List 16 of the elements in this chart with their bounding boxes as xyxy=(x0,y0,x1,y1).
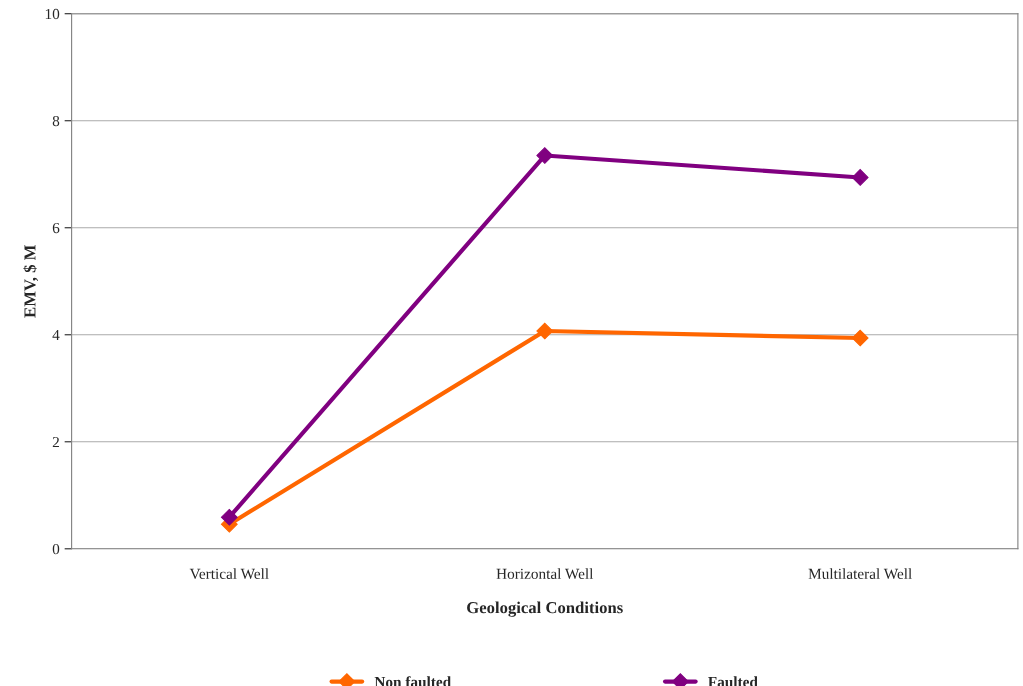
point xyxy=(220,508,238,526)
y-tick-label: 6 xyxy=(52,222,60,234)
x-tick-label: Vertical Well xyxy=(189,568,269,580)
y-axis-title: EMV, $ M xyxy=(23,245,38,318)
y-tick-label: 0 xyxy=(52,543,60,555)
x-tick-label: Multilateral Well xyxy=(808,568,912,580)
point xyxy=(851,169,869,186)
y-tick-label: 4 xyxy=(52,330,60,341)
y-tick-label: 8 xyxy=(52,115,60,127)
x-axis-title: Geological Conditions xyxy=(467,601,623,617)
x-tick-label: Horizontal Well xyxy=(496,568,594,580)
point xyxy=(851,329,869,347)
y-tick-label: 2 xyxy=(52,436,59,448)
point xyxy=(536,147,554,164)
point xyxy=(536,322,554,340)
y-tick-label: 10 xyxy=(45,8,60,20)
